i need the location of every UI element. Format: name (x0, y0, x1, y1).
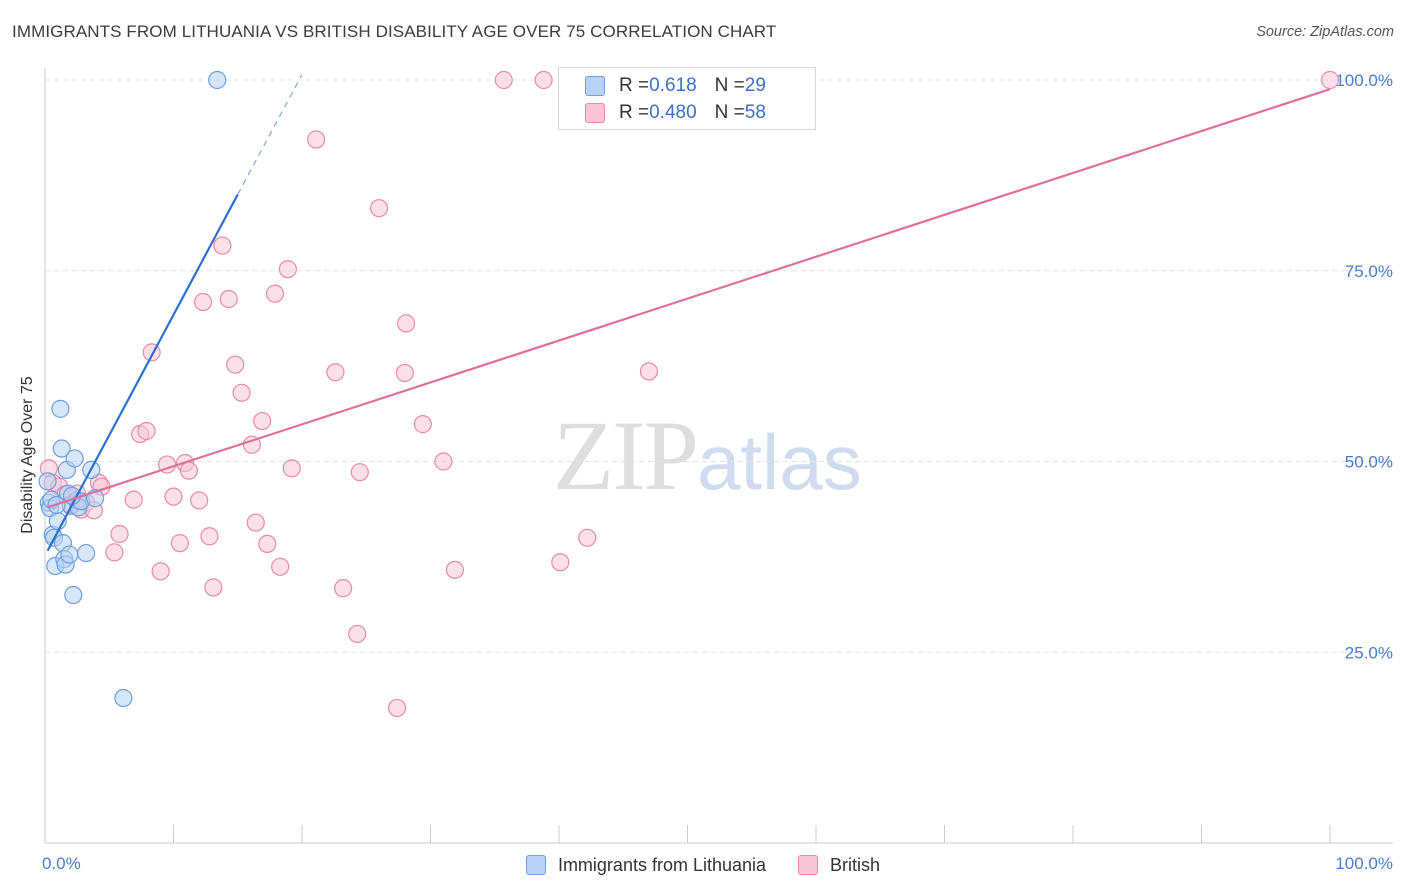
lithuania-point (65, 449, 84, 468)
british-point (164, 487, 183, 506)
lithuania-point (51, 399, 70, 418)
british-point (105, 543, 124, 562)
legend-swatch-lithuania (525, 855, 546, 875)
british-point (232, 383, 251, 402)
legend-label-british: British (830, 854, 881, 875)
british-point (578, 528, 597, 547)
x-tick-label: 0.0% (42, 854, 81, 873)
legend-swatch-british (798, 855, 819, 875)
legend-r-label: R = (619, 102, 650, 123)
legend-swatch-lithuania (585, 76, 605, 96)
lithuania-point (208, 70, 227, 90)
british-point (282, 459, 301, 478)
legend-row-lithuania: R = 0.618 N = 29 (585, 73, 766, 99)
british-point (226, 355, 245, 374)
lithuania-point (60, 545, 79, 564)
watermark: ZIPatlas (553, 398, 862, 513)
correlation-legend: R = 0.618 N = 29 R = 0.480 N = 58 (558, 67, 816, 130)
british-point (639, 362, 659, 381)
y-tick-label: 75.0% (1345, 262, 1393, 281)
british-point (110, 524, 129, 544)
british-point (326, 363, 345, 382)
y-tick-label: 100.0% (1335, 71, 1393, 90)
british-trend-line (47, 88, 1331, 509)
lithuania-point (114, 688, 133, 708)
british-point (124, 490, 143, 509)
source-label: Source: ZipAtlas.com (1256, 24, 1394, 40)
british-point (551, 553, 570, 572)
chart-title: IMMIGRANTS FROM LITHUANIA VS BRITISH DIS… (12, 22, 777, 41)
british-point (137, 421, 156, 441)
british-point (434, 452, 453, 471)
british-point (213, 236, 232, 255)
british-point (253, 411, 272, 431)
british-point (307, 130, 326, 149)
british-point (348, 624, 367, 644)
british-point (190, 491, 209, 510)
british-point (350, 463, 369, 482)
watermark-zip: ZIP (553, 400, 699, 511)
british-point (413, 415, 432, 434)
legend-n-value: 29 (744, 75, 766, 96)
legend-item-lithuania[interactable]: Immigrants from Lithuania (525, 854, 767, 876)
british-point (204, 578, 223, 597)
british-point (242, 435, 261, 454)
legend-row-british: R = 0.480 N = 58 (585, 100, 766, 126)
british-point (151, 562, 170, 581)
lithuania-point (77, 543, 96, 563)
british-point (370, 199, 389, 218)
british-point (1320, 70, 1340, 90)
legend-n-value: 58 (744, 102, 766, 123)
series-legend: Immigrants from Lithuania British (0, 852, 1406, 878)
legend-r-label: R = (619, 75, 650, 96)
british-point (271, 557, 290, 576)
x-tick-label: 100.0% (1335, 854, 1393, 873)
legend-r-value: 0.618 (649, 75, 697, 96)
lithuania-point (64, 585, 83, 605)
british-point (396, 314, 416, 333)
british-point (193, 292, 213, 312)
british-point (170, 534, 190, 553)
british-point (179, 461, 199, 480)
legend-swatch-british (585, 103, 605, 123)
british-point (278, 260, 297, 279)
british-point (200, 527, 219, 546)
british-point (387, 698, 407, 718)
legend-n-label: N = (714, 75, 745, 96)
british-point (334, 579, 353, 598)
lithuania-trend-extension (237, 74, 303, 195)
legend-label-lithuania: Immigrants from Lithuania (557, 854, 767, 875)
british-point (395, 363, 414, 383)
british-point (494, 70, 513, 90)
british-point (445, 560, 465, 579)
legend-item-british[interactable]: British (798, 855, 880, 876)
lithuania-point (52, 439, 71, 458)
lithuania-point (38, 472, 57, 491)
legend-n-label: N = (714, 102, 745, 123)
legend-r-value: 0.480 (649, 102, 697, 123)
british-point (258, 534, 277, 554)
lithuania-trend-line (46, 193, 239, 552)
british-point (219, 289, 238, 309)
y-tick-label: 50.0% (1345, 453, 1393, 472)
british-point (265, 284, 285, 303)
british-point (246, 513, 265, 532)
british-point (534, 70, 553, 90)
y-tick-label: 25.0% (1345, 643, 1393, 662)
